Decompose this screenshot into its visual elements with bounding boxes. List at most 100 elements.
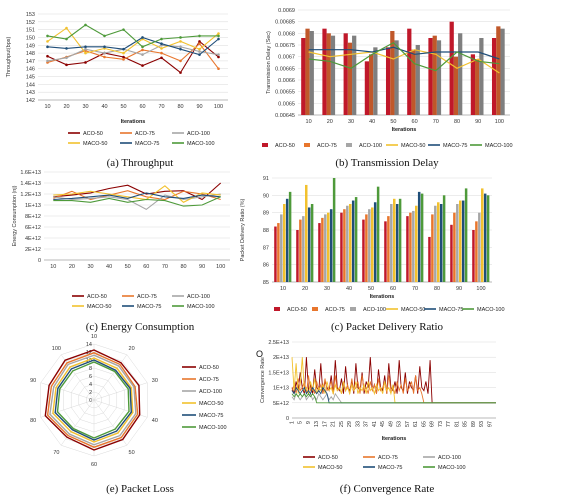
pdr-bar-aco-100 xyxy=(390,204,393,282)
throughput-point xyxy=(65,47,68,50)
throughput-point xyxy=(84,61,87,64)
throughput-legend-label: MACO-75 xyxy=(135,141,159,147)
throughput-ytick: 153 xyxy=(26,12,35,18)
pdr-bar-aco-50 xyxy=(296,230,299,282)
throughput-point xyxy=(46,45,49,49)
pdr-ytick: 86 xyxy=(263,263,269,269)
packetloss-series-aco-50 xyxy=(44,349,141,451)
delay-bar-aco-50 xyxy=(301,38,306,115)
delay-bar-aco-100 xyxy=(436,40,442,116)
throughput-xtick: 40 xyxy=(101,104,107,110)
pdr-bar-aco-75 xyxy=(431,214,434,282)
pdr-bar-maco-75 xyxy=(439,204,443,282)
throughput-ytick: 146 xyxy=(26,67,35,73)
convergence-xtick: 29 xyxy=(347,421,353,427)
pdr-ytick: 87 xyxy=(263,245,269,251)
energy-legend-label: MACO-75 xyxy=(137,304,161,310)
delay-bar-aco-100 xyxy=(500,28,505,116)
pdr-bar-aco-75 xyxy=(321,217,324,282)
convergence-legend-label: ACO-50 xyxy=(318,455,338,461)
energy-ytick: 4E+12 xyxy=(25,236,41,242)
energy-chart: 0 2E+12 4E+12 6E+12 8E+12 1E+13 1.2E+13 1.4E+13… xyxy=(12,170,230,310)
delay-bar-aco-100 xyxy=(458,33,463,116)
throughput-series-maco-100 xyxy=(47,24,219,48)
pdr-bar-maco-75 xyxy=(307,207,311,282)
packetloss-series-aco-75 xyxy=(46,352,139,448)
throughput-point xyxy=(160,37,163,41)
pdr-bar-aco-50 xyxy=(362,219,365,282)
throughput-point xyxy=(141,36,144,39)
packetloss-category: 20 xyxy=(129,346,135,352)
throughput-point xyxy=(217,53,220,56)
delay-bar-aco-50 xyxy=(407,28,412,116)
delay-bar-aco-75 xyxy=(453,56,459,115)
pdr-bar-aco-75 xyxy=(387,216,390,282)
throughput-ylabel: Throughput(bps) xyxy=(6,37,12,78)
throughput-xtick: 60 xyxy=(139,104,145,110)
energy-xtick: 30 xyxy=(87,264,93,270)
pdr-bar-maco-50 xyxy=(349,204,352,282)
delay-bar-aco-75 xyxy=(347,42,353,115)
delay-xtick: 20 xyxy=(327,119,333,125)
throughput-ytick: 150 xyxy=(26,35,35,41)
convergence-xtick: 45 xyxy=(380,421,386,427)
energy-ytick: 1E+13 xyxy=(25,203,41,209)
pdr-bar-maco-50 xyxy=(481,188,484,282)
convergence-xtick: 73 xyxy=(438,421,444,427)
pdr-bar-maco-100 xyxy=(464,188,468,282)
pdr-xtick: 40 xyxy=(346,286,352,292)
convergence-ytick: 2.5E+13 xyxy=(268,340,289,346)
delay-bar-aco-100 xyxy=(415,45,420,115)
pdr-ytick: 89 xyxy=(263,211,269,217)
delay-ytick: 0.00665 xyxy=(275,66,295,72)
packetloss-legend-label: MACO-50 xyxy=(199,401,223,407)
pdr-bar-aco-75 xyxy=(453,212,456,282)
caption-packetloss: (e) Packet Loss xyxy=(106,483,174,495)
throughput-ytick: 145 xyxy=(26,75,35,81)
throughput-point xyxy=(198,42,201,46)
pdr-bar-aco-100 xyxy=(478,212,481,282)
delay-bar-aco-75 xyxy=(475,59,480,115)
delay-bar-aco-50 xyxy=(385,47,391,116)
throughput-point xyxy=(122,58,125,61)
convergence-ytick: 0 xyxy=(286,416,289,422)
throughput-ytick: 148 xyxy=(26,51,35,57)
energy-xtick: 20 xyxy=(69,264,75,270)
throughput-point xyxy=(141,64,144,67)
throughput-ytick: 151 xyxy=(26,28,35,34)
energy-legend-label: MACO-100 xyxy=(187,304,215,310)
throughput-series-maco-50 xyxy=(47,27,219,54)
convergence-chart: 0 5E+12 1E+13 1.5E+13 2E+13 2.5E+13 Convergenc… xyxy=(260,340,496,471)
convergence-legend-label: ACO-100 xyxy=(438,455,461,461)
pdr-ytick: 88 xyxy=(263,228,269,234)
delay-bar-aco-100 xyxy=(373,47,378,116)
pdr-bar-aco-75 xyxy=(343,209,346,282)
throughput-point xyxy=(160,42,163,46)
pdr-bar-maco-100 xyxy=(398,198,402,282)
delay-bar-aco-75 xyxy=(326,33,331,116)
throughput-point xyxy=(84,23,87,27)
throughput-point xyxy=(160,56,163,60)
throughput-point xyxy=(141,45,144,49)
throughput-point xyxy=(160,47,163,50)
delay-xtick: 100 xyxy=(495,119,504,125)
energy-xtick: 80 xyxy=(180,264,186,270)
throughput-point xyxy=(122,51,125,55)
delay-bar-aco-100 xyxy=(309,31,314,115)
pdr-bar-aco-100 xyxy=(280,214,283,282)
throughput-point xyxy=(179,71,182,74)
throughput-xlabel: Iterations xyxy=(121,119,146,125)
side-marker: O xyxy=(256,349,263,359)
throughput-point xyxy=(179,59,182,63)
energy-series-maco-100 xyxy=(53,196,221,207)
delay-xtick: 60 xyxy=(412,119,418,125)
energy-xtick: 90 xyxy=(199,264,205,270)
convergence-xtick: 49 xyxy=(388,421,394,427)
throughput-point xyxy=(179,40,182,43)
delay-bar-aco-50 xyxy=(449,21,454,116)
packetloss-category: 40 xyxy=(152,418,158,424)
packetloss-rtick: 2 xyxy=(89,390,92,396)
energy-series-aco-75 xyxy=(53,190,221,201)
pdr-bar-aco-75 xyxy=(299,219,302,282)
pdr-bar-aco-50 xyxy=(406,216,409,282)
